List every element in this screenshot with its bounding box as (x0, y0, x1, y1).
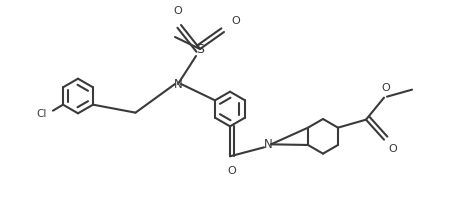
Text: N: N (263, 138, 272, 151)
Text: O: O (387, 144, 396, 154)
Text: S: S (196, 43, 203, 55)
Text: N: N (173, 77, 182, 91)
Text: O: O (227, 166, 236, 176)
Text: O: O (230, 16, 239, 26)
Text: Cl: Cl (37, 109, 47, 119)
Text: O: O (173, 6, 182, 16)
Text: O: O (381, 83, 390, 93)
